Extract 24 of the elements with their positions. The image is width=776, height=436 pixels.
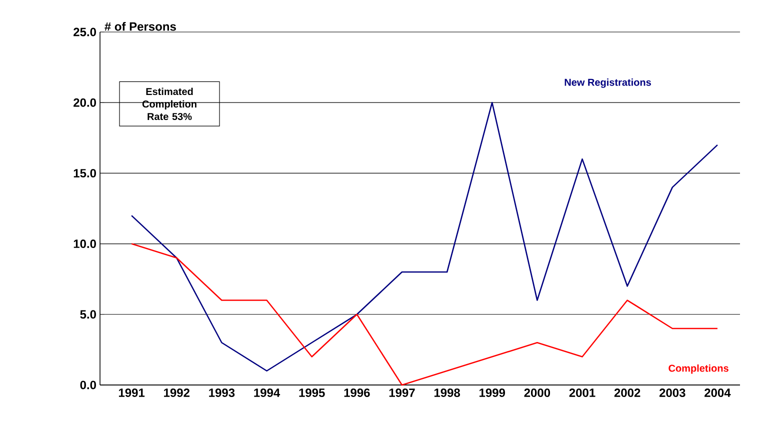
y-axis-title: # of Persons [104,22,176,31]
text: New Registrations [564,78,651,88]
x-tick-label: 2002 [614,388,640,398]
x-tick-label: 2000 [524,388,550,398]
x-tick-label: 2001 [569,388,596,398]
x-tick-label: 1995 [299,388,325,398]
x-tick-label: 2003 [659,388,686,398]
text: Completions [668,364,728,374]
x-tick-label: 1999 [480,388,506,398]
x-tick-label: 2004 [704,388,731,398]
y-tick-label: 0.0 [80,380,96,390]
x-tick-label: 1996 [344,388,370,398]
y-tick-label: 20.0 [74,98,96,107]
y-tick-label: 25.0 [74,28,96,36]
x-tick-label: 1994 [254,388,280,398]
x-tick-label: 1991 [118,388,145,398]
x-tick-label: 1993 [209,388,235,398]
y-tick-label: 10.0 [74,240,96,248]
x-tick-label: 1998 [434,388,460,398]
y-tick-label: 15.0 [74,168,96,178]
annotation: Estimated Completion Rate 53% [142,88,196,120]
x-tick-label: 1997 [389,388,415,398]
y-tick-label: 5.0 [80,310,96,319]
x-tick-label: 1992 [164,388,190,398]
